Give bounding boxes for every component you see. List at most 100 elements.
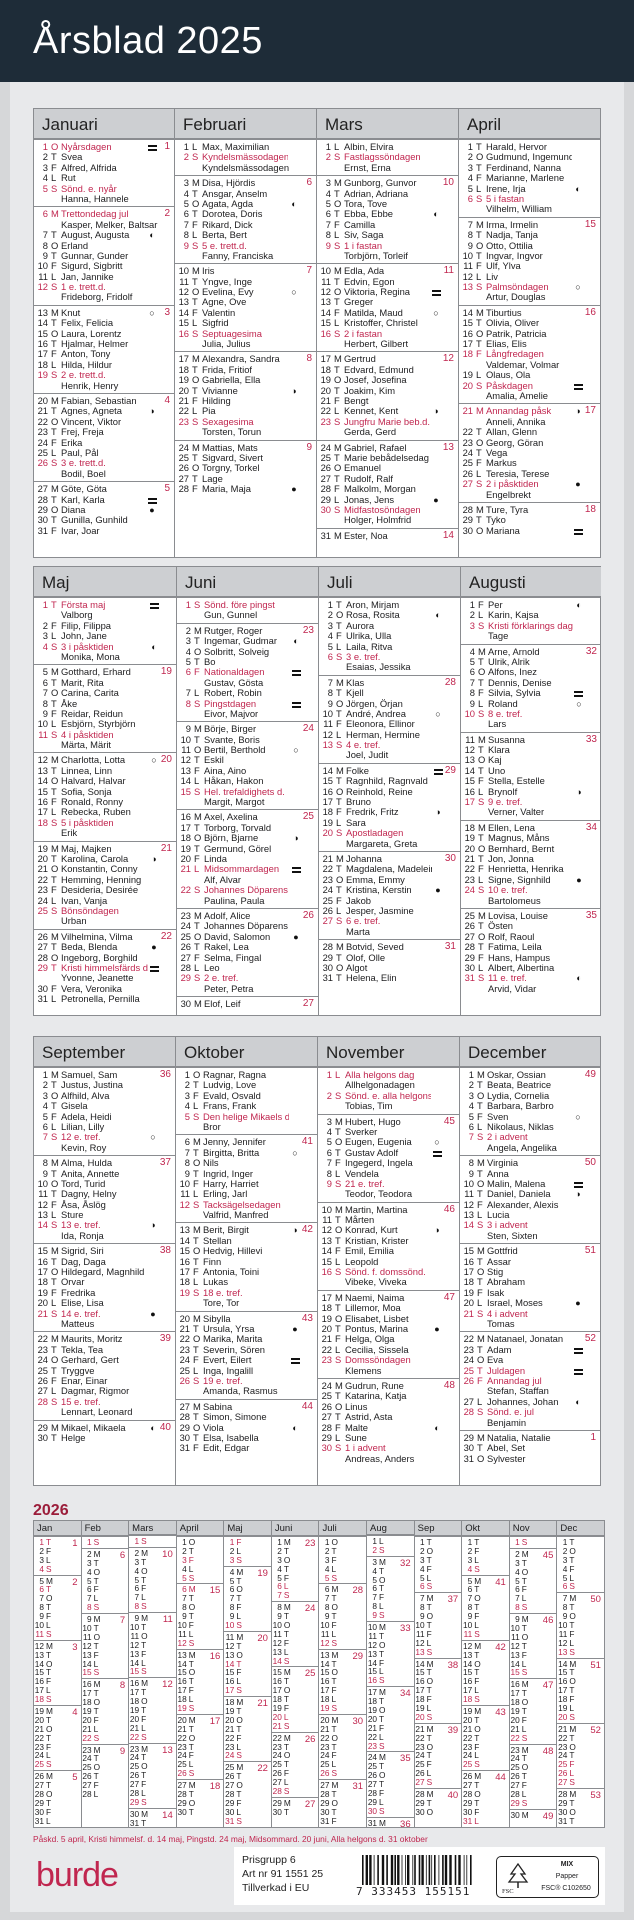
weekday: F <box>192 394 198 406</box>
day-number: 4 <box>42 172 48 184</box>
week-number <box>300 329 316 339</box>
weekday: L <box>334 493 340 505</box>
first-quarter-moon-icon: ◐ <box>149 230 155 241</box>
day-name: Charlotta, Lotta <box>61 755 126 766</box>
week-number <box>584 458 600 468</box>
mini-day: 24 S <box>224 1751 271 1760</box>
weekday: M <box>476 405 484 417</box>
week-number: 30 <box>444 852 456 864</box>
week-number <box>443 1303 459 1313</box>
mini-day-number: 24 <box>415 1750 425 1761</box>
day-number: 27 <box>464 930 475 942</box>
mini-weekday: L <box>426 1637 432 1648</box>
mini-week-number: 18 <box>209 1781 221 1793</box>
day-name: Karolina, Carola <box>61 853 129 864</box>
day-number: 20 <box>178 384 189 396</box>
day-row: 5 L Laila, Ritva <box>319 641 460 652</box>
mini-weekday: T <box>236 1771 242 1782</box>
week-group: 17 M Gertrud 12 18 T Edvard, Edmund 19 O Josef, J… <box>317 351 458 439</box>
mini-weekday: M <box>521 1614 529 1625</box>
mini-weekday: T <box>141 1752 147 1763</box>
weekday: T <box>51 941 57 953</box>
week-number: 15 <box>584 218 596 230</box>
day-name: Katarina, Katja <box>345 1391 407 1402</box>
day-number: 31 <box>37 524 48 536</box>
week-number <box>158 458 174 468</box>
day-name: Jan, Jannike <box>61 271 114 282</box>
week-number <box>444 652 460 662</box>
day-name: Rikard, Dick <box>202 219 253 230</box>
mini-day-number: 2 <box>562 1545 568 1556</box>
icon-slot <box>432 818 444 828</box>
week-number <box>584 1376 600 1386</box>
week-number <box>158 152 174 162</box>
day-number: 16 <box>463 1255 474 1267</box>
day-number: 19 <box>322 816 333 828</box>
day-number: 7 <box>184 1146 190 1158</box>
mini-month-name: Nov <box>509 1521 557 1536</box>
mini-day-number: 5 <box>134 1574 140 1585</box>
mini-week-number: 31 <box>352 1781 364 1793</box>
icon-slot <box>148 730 160 740</box>
mini-week-number: 5 <box>72 1772 78 1784</box>
weekday: S <box>334 503 341 515</box>
mini-day-number: 3 <box>420 1554 425 1565</box>
day-name: Torgny, Torkel <box>202 463 260 474</box>
week-number <box>444 600 460 610</box>
full-moon-icon: ○ <box>149 307 155 318</box>
day-number: 21 <box>321 1333 332 1345</box>
icon-slot <box>430 386 442 396</box>
icon-slot <box>432 875 444 885</box>
icon-slot <box>290 776 302 786</box>
mini-weekday: S <box>379 1740 385 1751</box>
article-number: Art nr 91 1551 25 <box>242 1868 324 1880</box>
icon-slot <box>572 142 584 152</box>
day-name: Markus <box>486 458 517 469</box>
week-number <box>300 453 316 463</box>
day-row: 19 S 18 e. tref. <box>176 1287 317 1298</box>
mini-weekday: M <box>46 1706 53 1717</box>
icon-slot <box>147 1112 159 1122</box>
day-row: 25 L Inga, Ingalill <box>176 1365 317 1376</box>
day-row: 24 M Mattias, Mats 9 <box>175 442 316 453</box>
mini-week-number: 34 <box>400 1688 411 1700</box>
weekday: M <box>51 208 59 220</box>
mini-day: 14 F <box>367 1658 414 1668</box>
day-row: 19 O Gabriella, Ella <box>175 374 316 385</box>
day-number: 28 <box>37 493 48 505</box>
week-group: 1 O Ragnar, Ragna 2 T Ludvig, Love 3 F Evald, Os… <box>176 1067 317 1134</box>
day-row: 10 M Martin, Martina 46 <box>318 1204 459 1215</box>
mini-week-number: 3 <box>72 1641 78 1653</box>
mini-weekday: T <box>236 1575 242 1586</box>
mini-day-number: 16 <box>367 1675 378 1686</box>
mini-day-number: 16 <box>558 1676 568 1687</box>
day-row: 31 M Ester, Noa 14 <box>317 530 458 541</box>
mini-day-number: 7 <box>39 1593 44 1604</box>
icon-slot <box>573 833 585 843</box>
mini-weekday: L <box>521 1789 527 1800</box>
mini-day-number: 29 <box>272 1797 282 1808</box>
weekday: T <box>477 1343 483 1355</box>
icon-slot <box>432 787 444 797</box>
mini-day-number: 27 <box>462 1780 473 1791</box>
barcode-bar <box>414 1855 416 1885</box>
day-number: 4 <box>183 187 189 199</box>
day-number: 15 <box>180 785 191 797</box>
mini-day: 29 T <box>415 1799 462 1808</box>
day-name: Alfred, Alfrida <box>61 162 117 173</box>
mini-weekday: T <box>331 1658 337 1669</box>
day-name: Tord, Turid <box>61 1178 106 1189</box>
mini-week: 8 16 M 17 T 18 O 19 T 20 F 21 L 22 S <box>81 1678 129 1743</box>
mini-week-number: 19 <box>257 1567 268 1579</box>
mini-weekday: T <box>521 1623 527 1634</box>
weekday: O <box>193 1333 201 1345</box>
mini-weekday: L <box>46 1685 51 1696</box>
day-name: Ragnhild, Ragnvald <box>346 776 428 787</box>
week-number <box>302 942 318 952</box>
icon-slot <box>572 251 584 261</box>
day-row: 15 M Sigrid, Siri 38 <box>34 1245 175 1256</box>
weekday: M <box>477 1431 485 1443</box>
mini-weekday: F <box>283 1703 289 1714</box>
